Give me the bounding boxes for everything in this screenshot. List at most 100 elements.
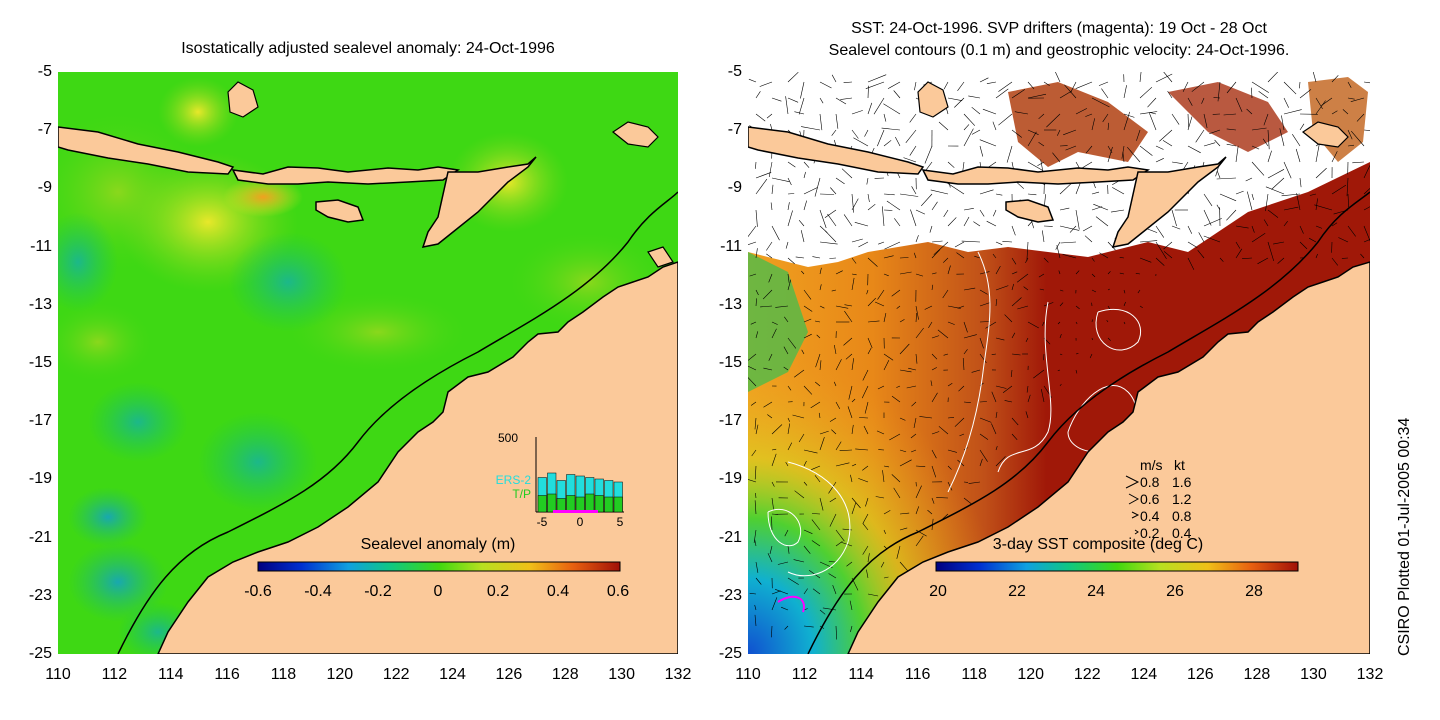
velocity-vector (920, 193, 933, 207)
inset-xtick: 5 (617, 515, 624, 529)
velocity-vector (947, 97, 963, 101)
velocity-vector (883, 113, 887, 122)
velocity-vector (851, 238, 863, 243)
velocity-vector (1331, 151, 1338, 163)
velocity-vector (842, 528, 853, 531)
velocity-vector (812, 588, 821, 595)
velocity-vector (827, 213, 837, 227)
velocity-vector (1091, 337, 1093, 341)
velocity-legend-kt: 0.8 (1172, 508, 1192, 524)
velocity-vector (1011, 89, 1026, 99)
x-tick-label: 126 (495, 666, 523, 683)
velocity-vector (747, 365, 757, 371)
velocity-vector (1075, 209, 1080, 230)
velocity-vector (1267, 209, 1279, 218)
velocity-vector (771, 597, 778, 611)
velocity-vector (853, 137, 869, 147)
velocity-vector (881, 127, 901, 131)
velocity-vector (800, 230, 805, 243)
velocity-vector (1091, 273, 1096, 278)
velocity-vector (819, 360, 822, 371)
velocity-vector (1025, 257, 1029, 264)
velocity-vector (1171, 209, 1177, 227)
velocity-vector (931, 367, 937, 371)
small-island (227, 81, 259, 118)
x-tick-label: 130 (608, 666, 635, 683)
velocity-vector (991, 423, 997, 435)
velocity-vector (979, 321, 991, 323)
velocity-vector (771, 424, 783, 435)
velocity-vector (1123, 85, 1127, 99)
velocity-vector (979, 209, 985, 217)
velocity-vector (801, 349, 805, 355)
velocity-vector (814, 475, 821, 483)
velocity-vector (787, 193, 795, 195)
velocity-vector (766, 241, 773, 251)
velocity-vector (915, 506, 920, 515)
velocity-vector (911, 401, 917, 407)
velocity-vector (995, 411, 998, 419)
velocity-vector (1123, 301, 1126, 307)
velocity-vector (1082, 225, 1093, 232)
velocity-vector (909, 145, 917, 156)
velocity-vector (829, 497, 837, 503)
velocity-vector (1283, 161, 1292, 179)
x-tick-label: 120 (326, 666, 354, 683)
velocity-vector (748, 78, 757, 83)
velocity-vector (1038, 273, 1045, 278)
velocity-vector (835, 177, 845, 185)
velocity-vector (1099, 252, 1109, 259)
x-tick-label: 118 (270, 666, 297, 683)
sealevel-colorbar: Sealevel anomaly (m) -0.6 -0.4 -0.2 0 0.… (244, 536, 629, 600)
velocity-vector (1011, 332, 1016, 339)
velocity-vector (1315, 143, 1320, 163)
velocity-vector (979, 337, 984, 349)
velocity-vector (835, 541, 843, 547)
y-tick-label: -19 (28, 470, 52, 488)
velocity-vector (862, 465, 869, 471)
velocity-vector (849, 600, 853, 611)
y-tick-label: -7 (727, 121, 742, 139)
velocity-vector (913, 417, 917, 429)
velocity-vector (754, 465, 757, 480)
velocity-vector (1038, 142, 1045, 147)
velocity-vector (947, 265, 951, 275)
velocity-vector (1347, 97, 1355, 100)
velocity-vector (1064, 84, 1077, 99)
velocity-vector (1027, 93, 1047, 99)
velocity-vector (1331, 184, 1347, 195)
velocity-vector (768, 353, 773, 361)
velocity-vector (875, 496, 885, 499)
x-tick-label: 116 (214, 666, 240, 683)
velocity-vector (1042, 230, 1045, 243)
velocity-vector (1027, 321, 1039, 329)
velocity-vector (851, 193, 854, 213)
velocity-vector (766, 113, 773, 119)
velocity-vector (1187, 113, 1189, 128)
velocity-vector (896, 545, 901, 559)
velocity-vector (979, 449, 988, 462)
timor-island (421, 156, 537, 248)
y-tick-label: -17 (718, 412, 742, 430)
velocity-vector (866, 289, 869, 295)
velocity-vector (851, 273, 857, 276)
velocity-vector (1279, 128, 1285, 147)
velocity-vector (1162, 140, 1173, 147)
y-tick-label: -23 (28, 586, 52, 604)
velocity-vector (749, 593, 757, 595)
velocity-vector (769, 545, 773, 555)
velocity-vector (915, 529, 927, 537)
x-tick-label: 130 (1300, 666, 1327, 683)
velocity-vector (1107, 122, 1109, 131)
colorbar-tick: 24 (1087, 583, 1105, 600)
velocity-vector (1187, 116, 1193, 131)
velocity-vector (947, 449, 957, 453)
velocity-vector (1027, 131, 1037, 147)
velocity-vector (899, 417, 906, 421)
velocity-vector (1091, 289, 1097, 293)
velocity-vector (931, 392, 938, 403)
velocity-vector (1283, 81, 1297, 95)
velocity-vector (1201, 97, 1205, 104)
velocity-vector (1139, 111, 1158, 115)
velocity-vector (1299, 225, 1304, 234)
